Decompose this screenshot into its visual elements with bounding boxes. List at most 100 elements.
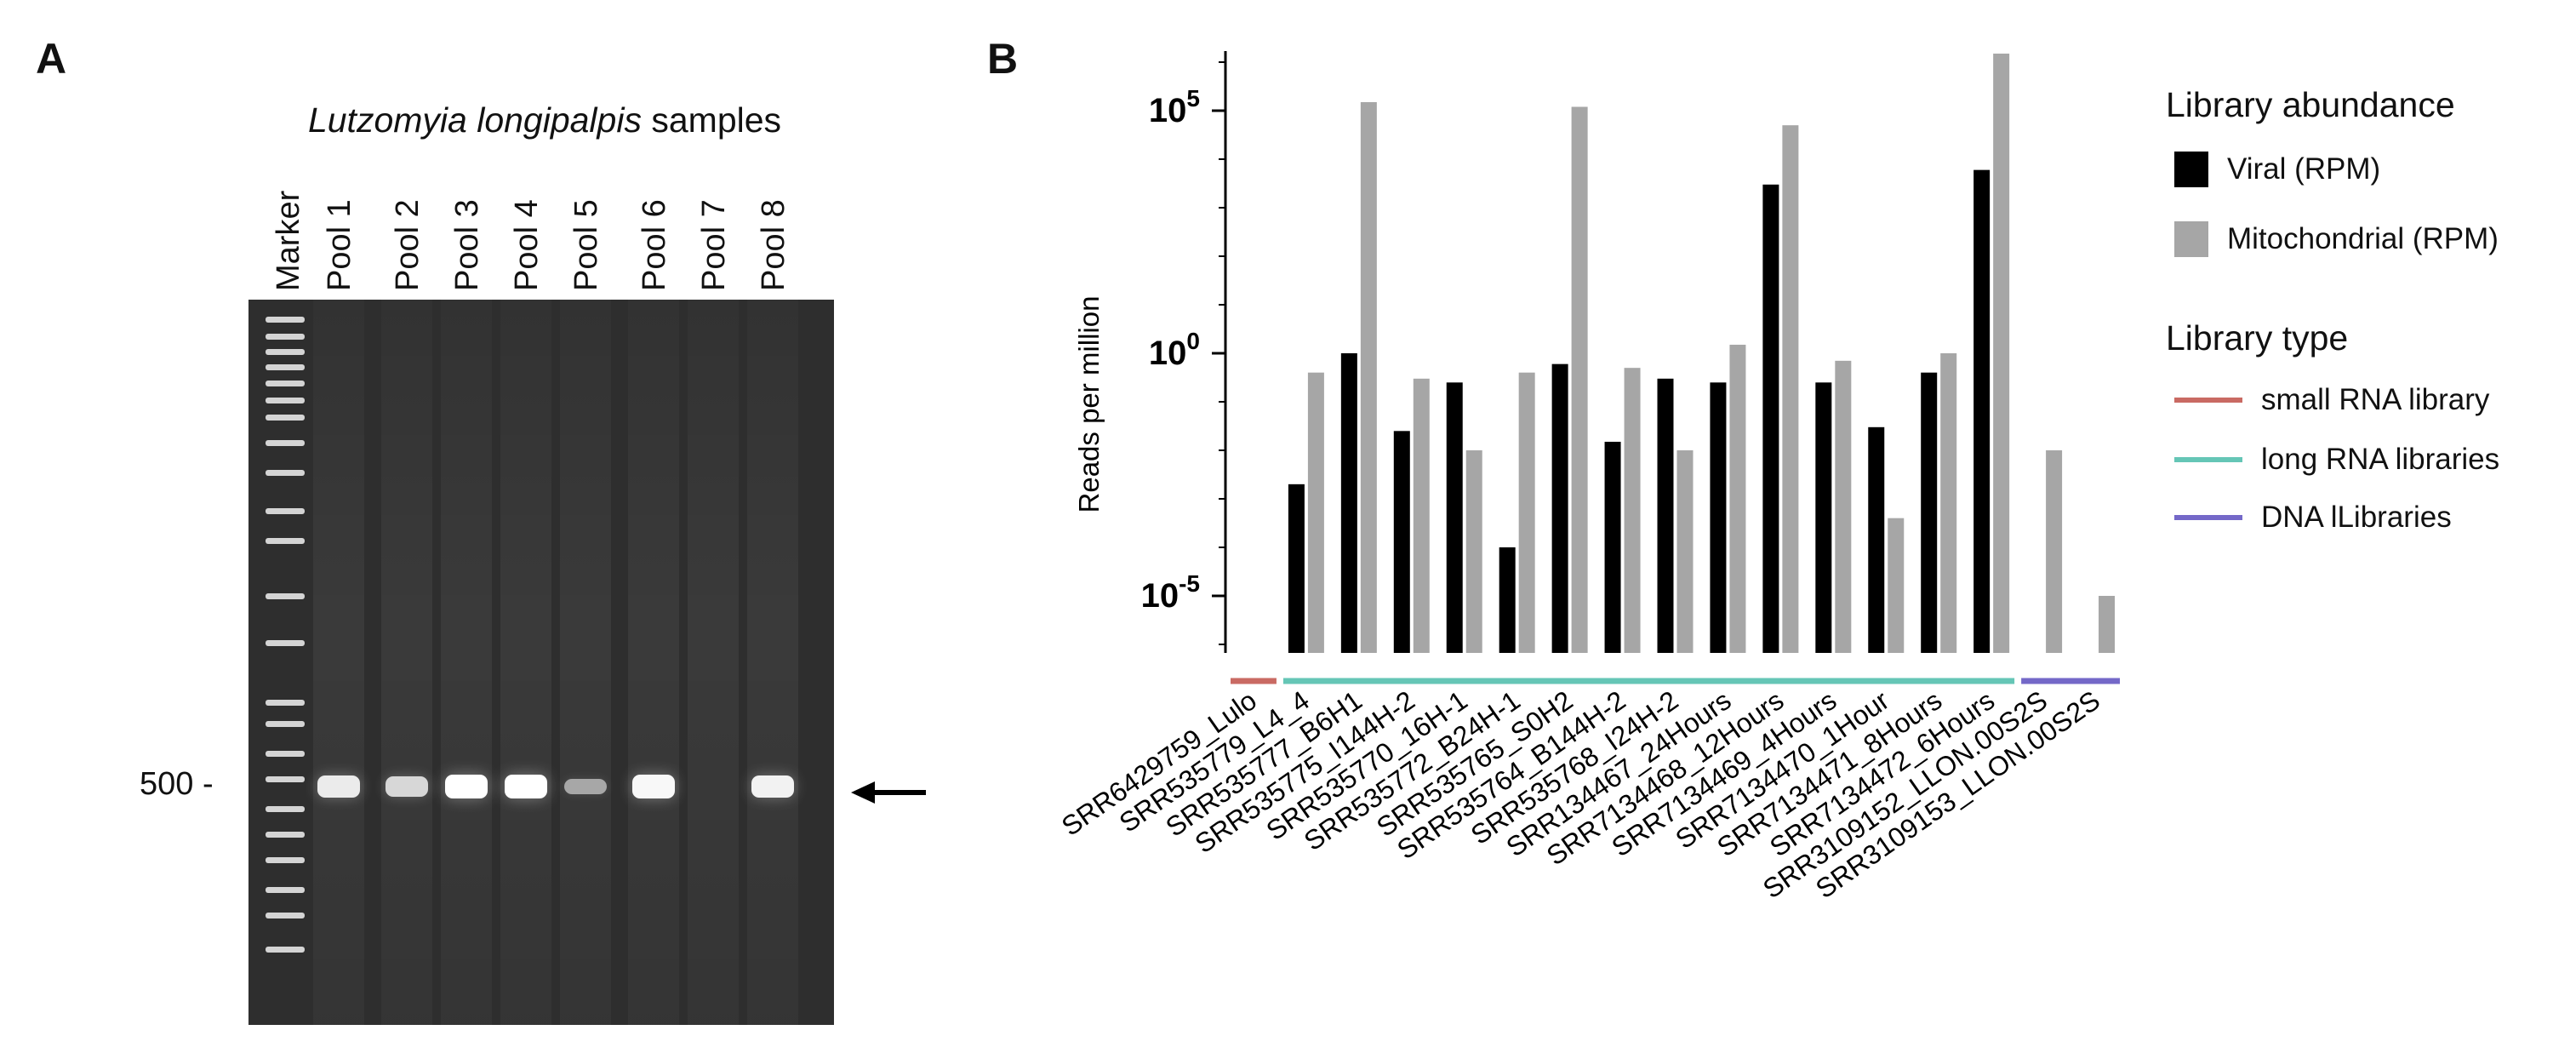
bar-viral (1551, 363, 1568, 653)
bar-mitochondrial (1465, 450, 1482, 653)
ladder-band (266, 947, 305, 953)
gel-lane-smear (688, 300, 739, 1025)
bar-mitochondrial (1940, 353, 1957, 653)
ladder-band (266, 593, 305, 599)
bar-viral (1657, 378, 1674, 653)
ladder-band (266, 415, 305, 421)
ladder-band (266, 751, 305, 757)
ladder-band (266, 334, 305, 340)
bar-viral (1340, 353, 1357, 653)
legend-swatch-viral (2174, 152, 2208, 187)
legend-label-mitochondrial: Mitochondrial (RPM) (2227, 222, 2499, 255)
ladder-band (266, 721, 305, 727)
ladder-band (266, 470, 305, 476)
bar-mitochondrial (1624, 368, 1641, 653)
x-tick-label: SRR535764_B144H-2 (1391, 684, 1631, 865)
bar-viral (1393, 431, 1410, 653)
x-tick-label: SRR7134471_8Hours (1711, 684, 1947, 862)
gel-lane-smear (313, 300, 364, 1025)
gel-band (632, 775, 675, 798)
panel-a-letter: A (36, 35, 67, 83)
ladder-band (266, 857, 305, 863)
bar-viral (1973, 169, 1991, 653)
gel-band (505, 775, 547, 798)
x-tick-label: SRR535768_I24H-2 (1465, 684, 1684, 850)
x-tick-label: SRR7134468_12Hours (1541, 684, 1790, 871)
legend-type-title: Library type (2166, 318, 2349, 358)
gel-lane-label: Pool 1 (322, 199, 357, 291)
bar-mitochondrial (1993, 53, 2010, 654)
x-tick-label: SRR535765_S0H2 (1371, 684, 1579, 843)
gel-title-suffix: samples (651, 100, 782, 140)
legend-line-small-rna (2174, 398, 2242, 403)
bar-mitochondrial (1835, 360, 1852, 653)
x-tick-label: SRR7134472_6Hours (1764, 684, 2000, 862)
ladder-band (266, 640, 305, 646)
bar-mitochondrial (1518, 372, 1535, 653)
bar-viral (1921, 372, 1938, 653)
legend-abundance-title: Library abundance (2166, 85, 2455, 124)
y-tick-label: 100 (1149, 328, 1200, 372)
ladder-band (266, 349, 305, 355)
gel-band (317, 775, 360, 798)
ladder-band (266, 398, 305, 403)
bar-mitochondrial (1676, 450, 1694, 653)
bar-viral (1868, 426, 1885, 653)
x-tick-label: SRR7134470_1Hour (1670, 684, 1894, 855)
ladder-band (266, 887, 305, 893)
legend-item-dna: DNA lLibraries (2174, 501, 2452, 535)
gel-lane-label: Pool 2 (390, 199, 426, 291)
gel-lane-smear (628, 300, 679, 1025)
bar-mitochondrial (1888, 518, 1905, 653)
gel-band (386, 776, 428, 797)
legend-item-long-rna: long RNA libraries (2174, 443, 2499, 477)
ladder-band (266, 776, 305, 782)
gel-band (564, 778, 607, 795)
legend-swatch-mitochondrial (2174, 221, 2208, 257)
gel-lane-label: Pool 6 (637, 199, 672, 291)
legend-line-long-rna (2174, 457, 2242, 462)
x-tick-label: SRR6429759_Lulo (1056, 684, 1262, 842)
gel-lane-label: Pool 3 (449, 199, 485, 291)
x-tick-label: SRR535772_B24H-1 (1299, 684, 1526, 856)
legend-label-small-rna: small RNA library (2261, 383, 2490, 416)
bar-mitochondrial (2046, 450, 2063, 653)
x-tick-label: SRR134467_24Hours (1500, 684, 1736, 862)
ladder-band (266, 832, 305, 838)
legend-line-dna (2174, 515, 2242, 520)
ladder-band (266, 508, 305, 514)
x-tick-label: SRR535777_B6H1 (1160, 684, 1368, 843)
bar-mitochondrial (1571, 106, 1588, 653)
gel-lane-smear (560, 300, 611, 1025)
legend-label-viral: Viral (RPM) (2227, 152, 2381, 186)
ladder-band (266, 538, 305, 544)
bar-mitochondrial (1360, 101, 1377, 654)
bar-mitochondrial (1307, 372, 1324, 653)
bar-viral (1815, 382, 1832, 653)
gel-title-species: Lutzomyia longipalpis (307, 100, 642, 140)
ladder-band (266, 317, 305, 323)
gel-lane-smear (747, 300, 798, 1025)
legend-item-viral: Viral (RPM) (2174, 152, 2380, 187)
legend-item-mitochondrial: Mitochondrial (RPM) (2174, 221, 2499, 257)
y-tick-label: 105 (1149, 85, 1200, 129)
x-tick-label: SRR535775_I144H-2 (1190, 684, 1420, 859)
gel-lane-label: Pool 8 (756, 199, 791, 291)
agarose-gel-image (248, 300, 834, 1025)
gel-lane-label: Marker (271, 190, 306, 291)
legend-label-long-rna: long RNA libraries (2261, 443, 2500, 476)
gel-lane-smear (441, 300, 492, 1025)
gel-band (445, 775, 488, 798)
gel-band (751, 775, 794, 798)
bar-viral (1604, 441, 1621, 653)
ladder-band (266, 700, 305, 706)
legend-item-small-rna: small RNA library (2174, 383, 2489, 417)
legend-label-dna: DNA lLibraries (2261, 501, 2452, 534)
bar-viral (1446, 382, 1463, 653)
ladder-band (266, 806, 305, 812)
x-tick-label: SRR535770_16H-1 (1260, 684, 1472, 846)
bar-mitochondrial (1729, 344, 1746, 653)
panel-b-letter: B (987, 35, 1019, 83)
bar-viral (1288, 484, 1305, 653)
ladder-band (266, 913, 305, 919)
